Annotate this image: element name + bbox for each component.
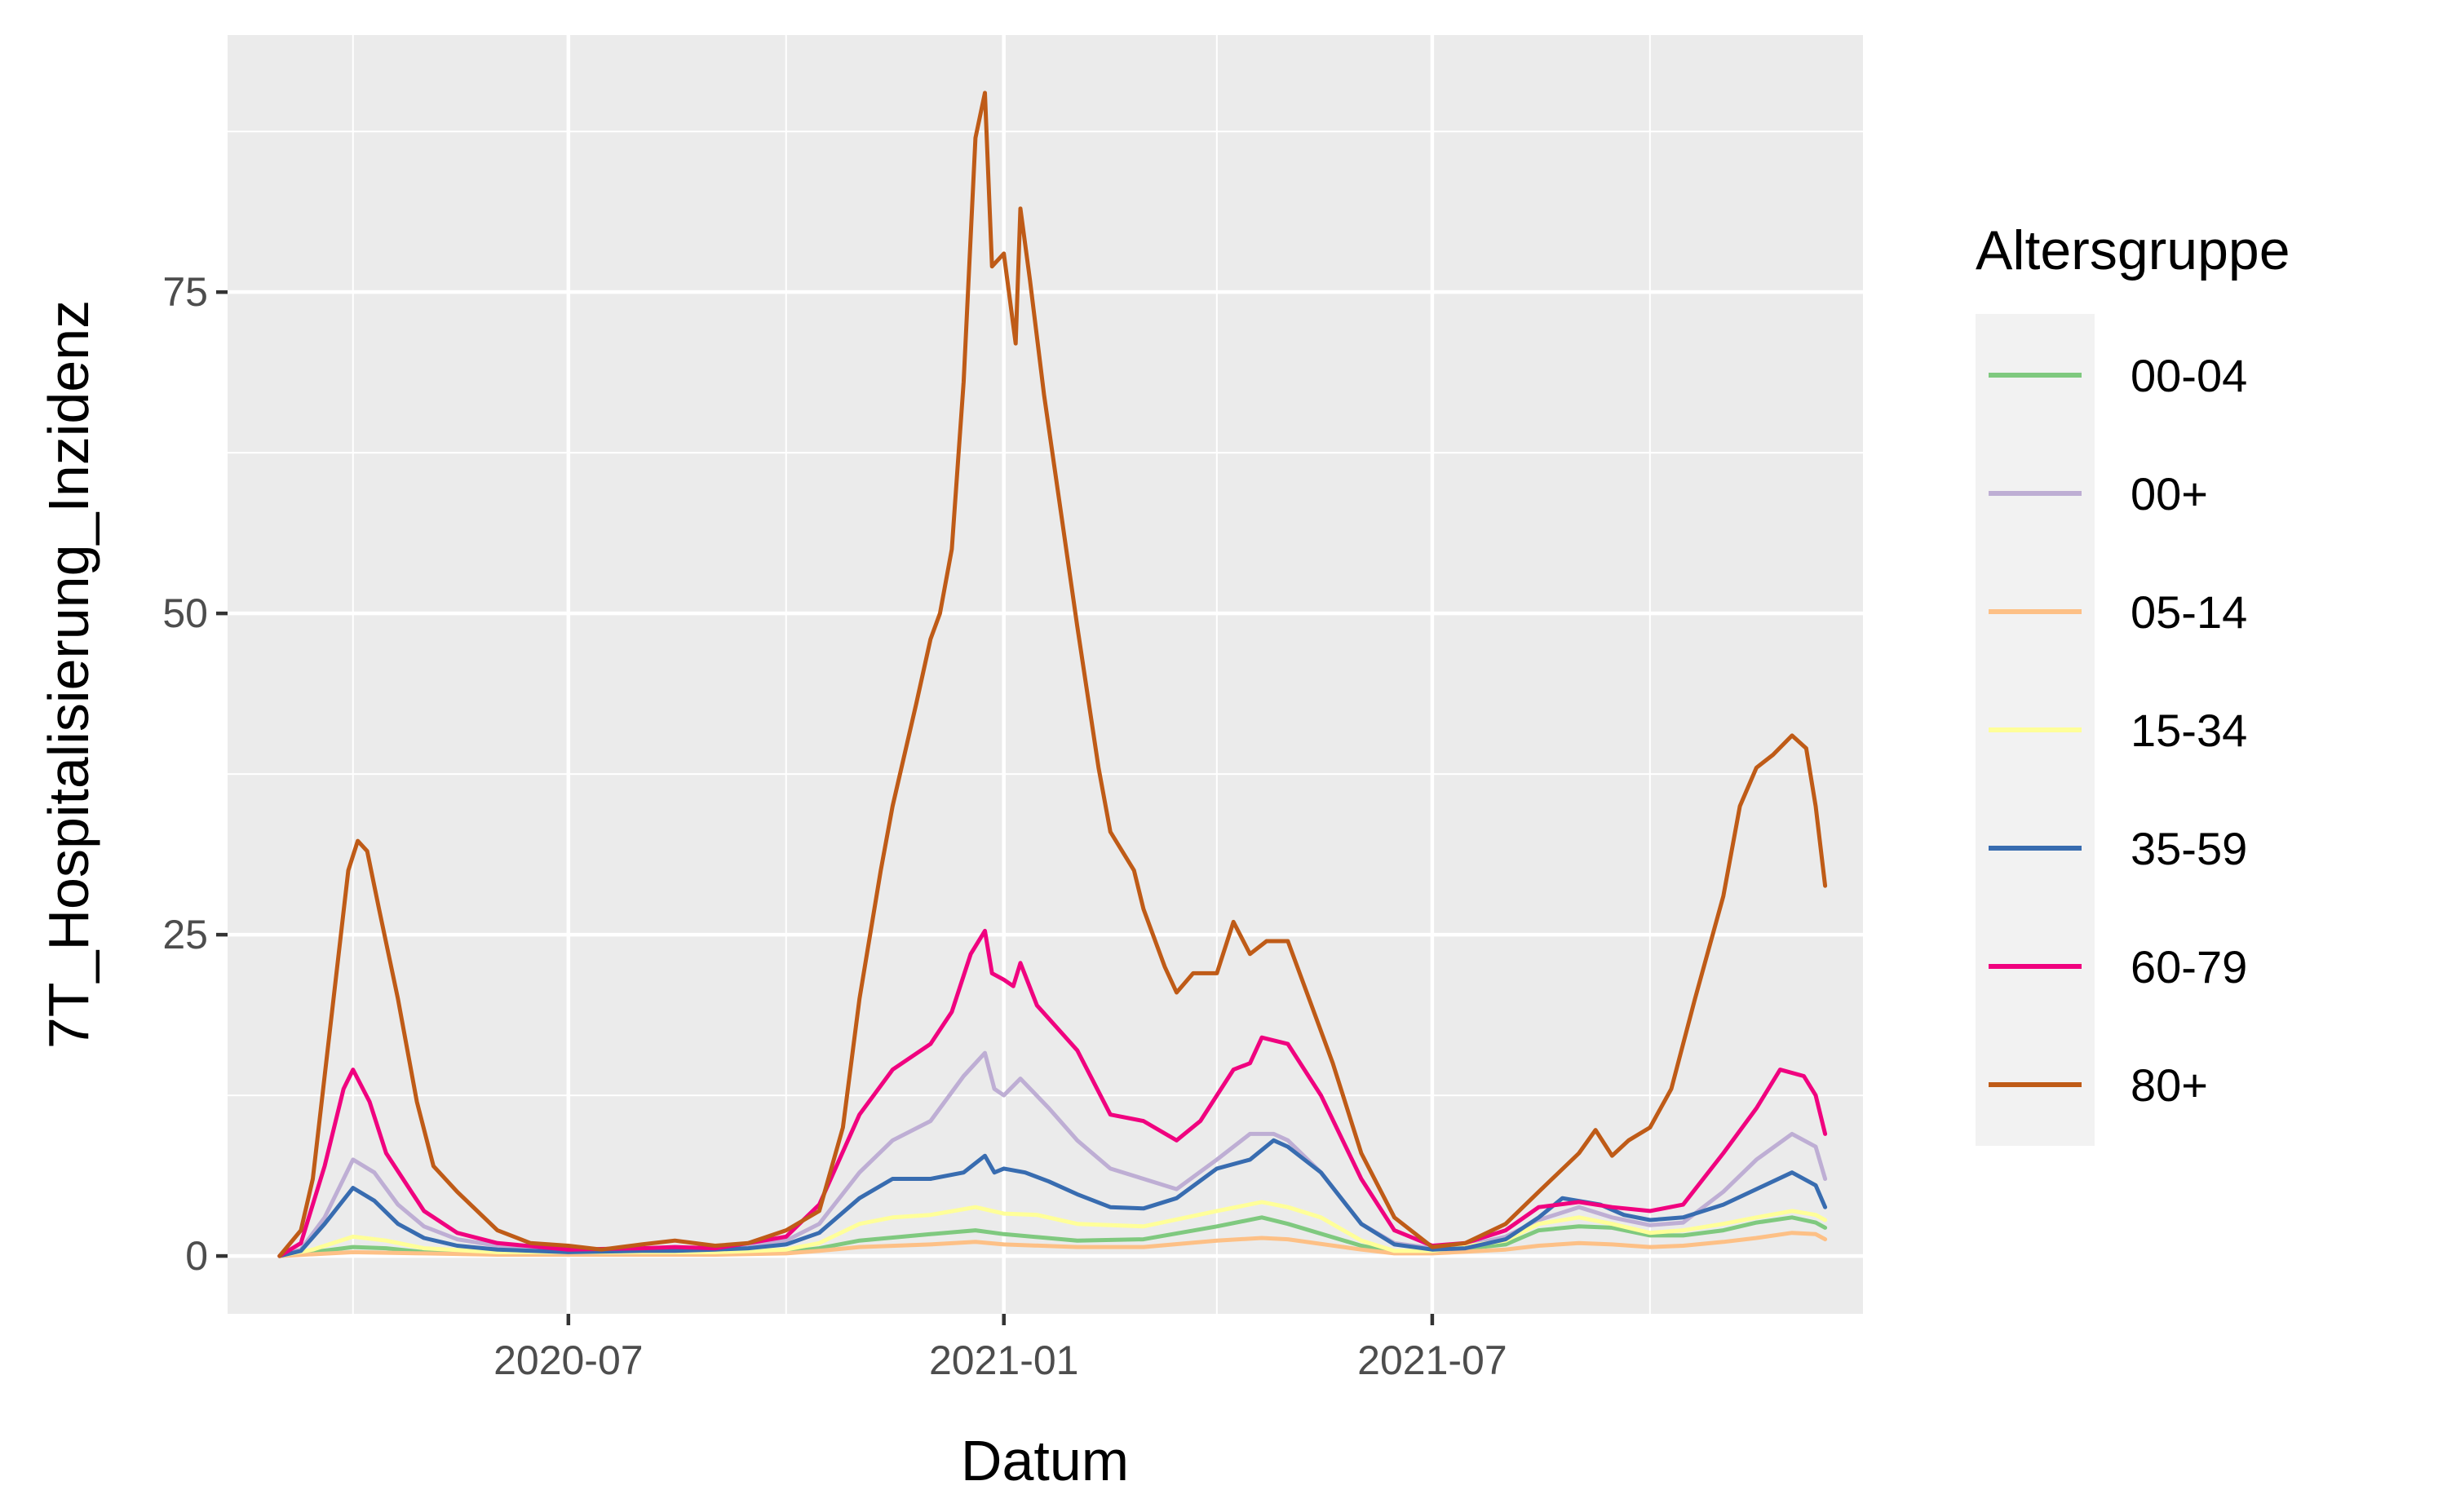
series-line-05-14: [277, 1231, 1828, 1258]
x-tick-label: 2021-07: [1357, 1337, 1507, 1383]
x-tick-label: 2021-01: [929, 1337, 1079, 1383]
legend-title: Altersgruppe: [1976, 219, 2290, 281]
series-line-80+: [277, 91, 1828, 1258]
legend-items: 00-04 00+ 05-14 15-34 35-59 60-79 80+: [1989, 350, 2247, 1111]
major-gridlines: [228, 35, 1863, 1314]
x-axis: 2020-07 2021-01 2021-07: [493, 1314, 1507, 1383]
legend: Altersgruppe 00-04 00+ 05-14 15-34 35-59 60-7…: [1976, 219, 2290, 1146]
series-line-00+: [277, 1050, 1828, 1258]
legend-label: 00-04: [2131, 350, 2247, 401]
legend-label: 80+: [2131, 1059, 2208, 1111]
y-tick-label: 0: [185, 1233, 208, 1279]
series-line-60-79: [277, 928, 1828, 1258]
y-tick-label: 50: [162, 590, 208, 636]
x-axis-title: Datum: [961, 1429, 1129, 1492]
y-axis: 0 25 50 75: [162, 269, 228, 1279]
legend-label: 35-59: [2131, 823, 2247, 874]
legend-label: 15-34: [2131, 705, 2247, 756]
y-axis-title: 7T_Hospitalisierung_Inzidenz: [37, 300, 100, 1049]
legend-label: 05-14: [2131, 586, 2247, 638]
x-tick-label: 2020-07: [493, 1337, 644, 1383]
minor-gridlines: [228, 35, 1863, 1314]
y-tick-label: 25: [162, 912, 208, 957]
legend-label: 00+: [2131, 468, 2208, 519]
legend-label: 60-79: [2131, 941, 2247, 993]
series-lines: [277, 91, 1828, 1258]
plot-panel: [228, 35, 1863, 1314]
y-tick-label: 75: [162, 269, 208, 315]
